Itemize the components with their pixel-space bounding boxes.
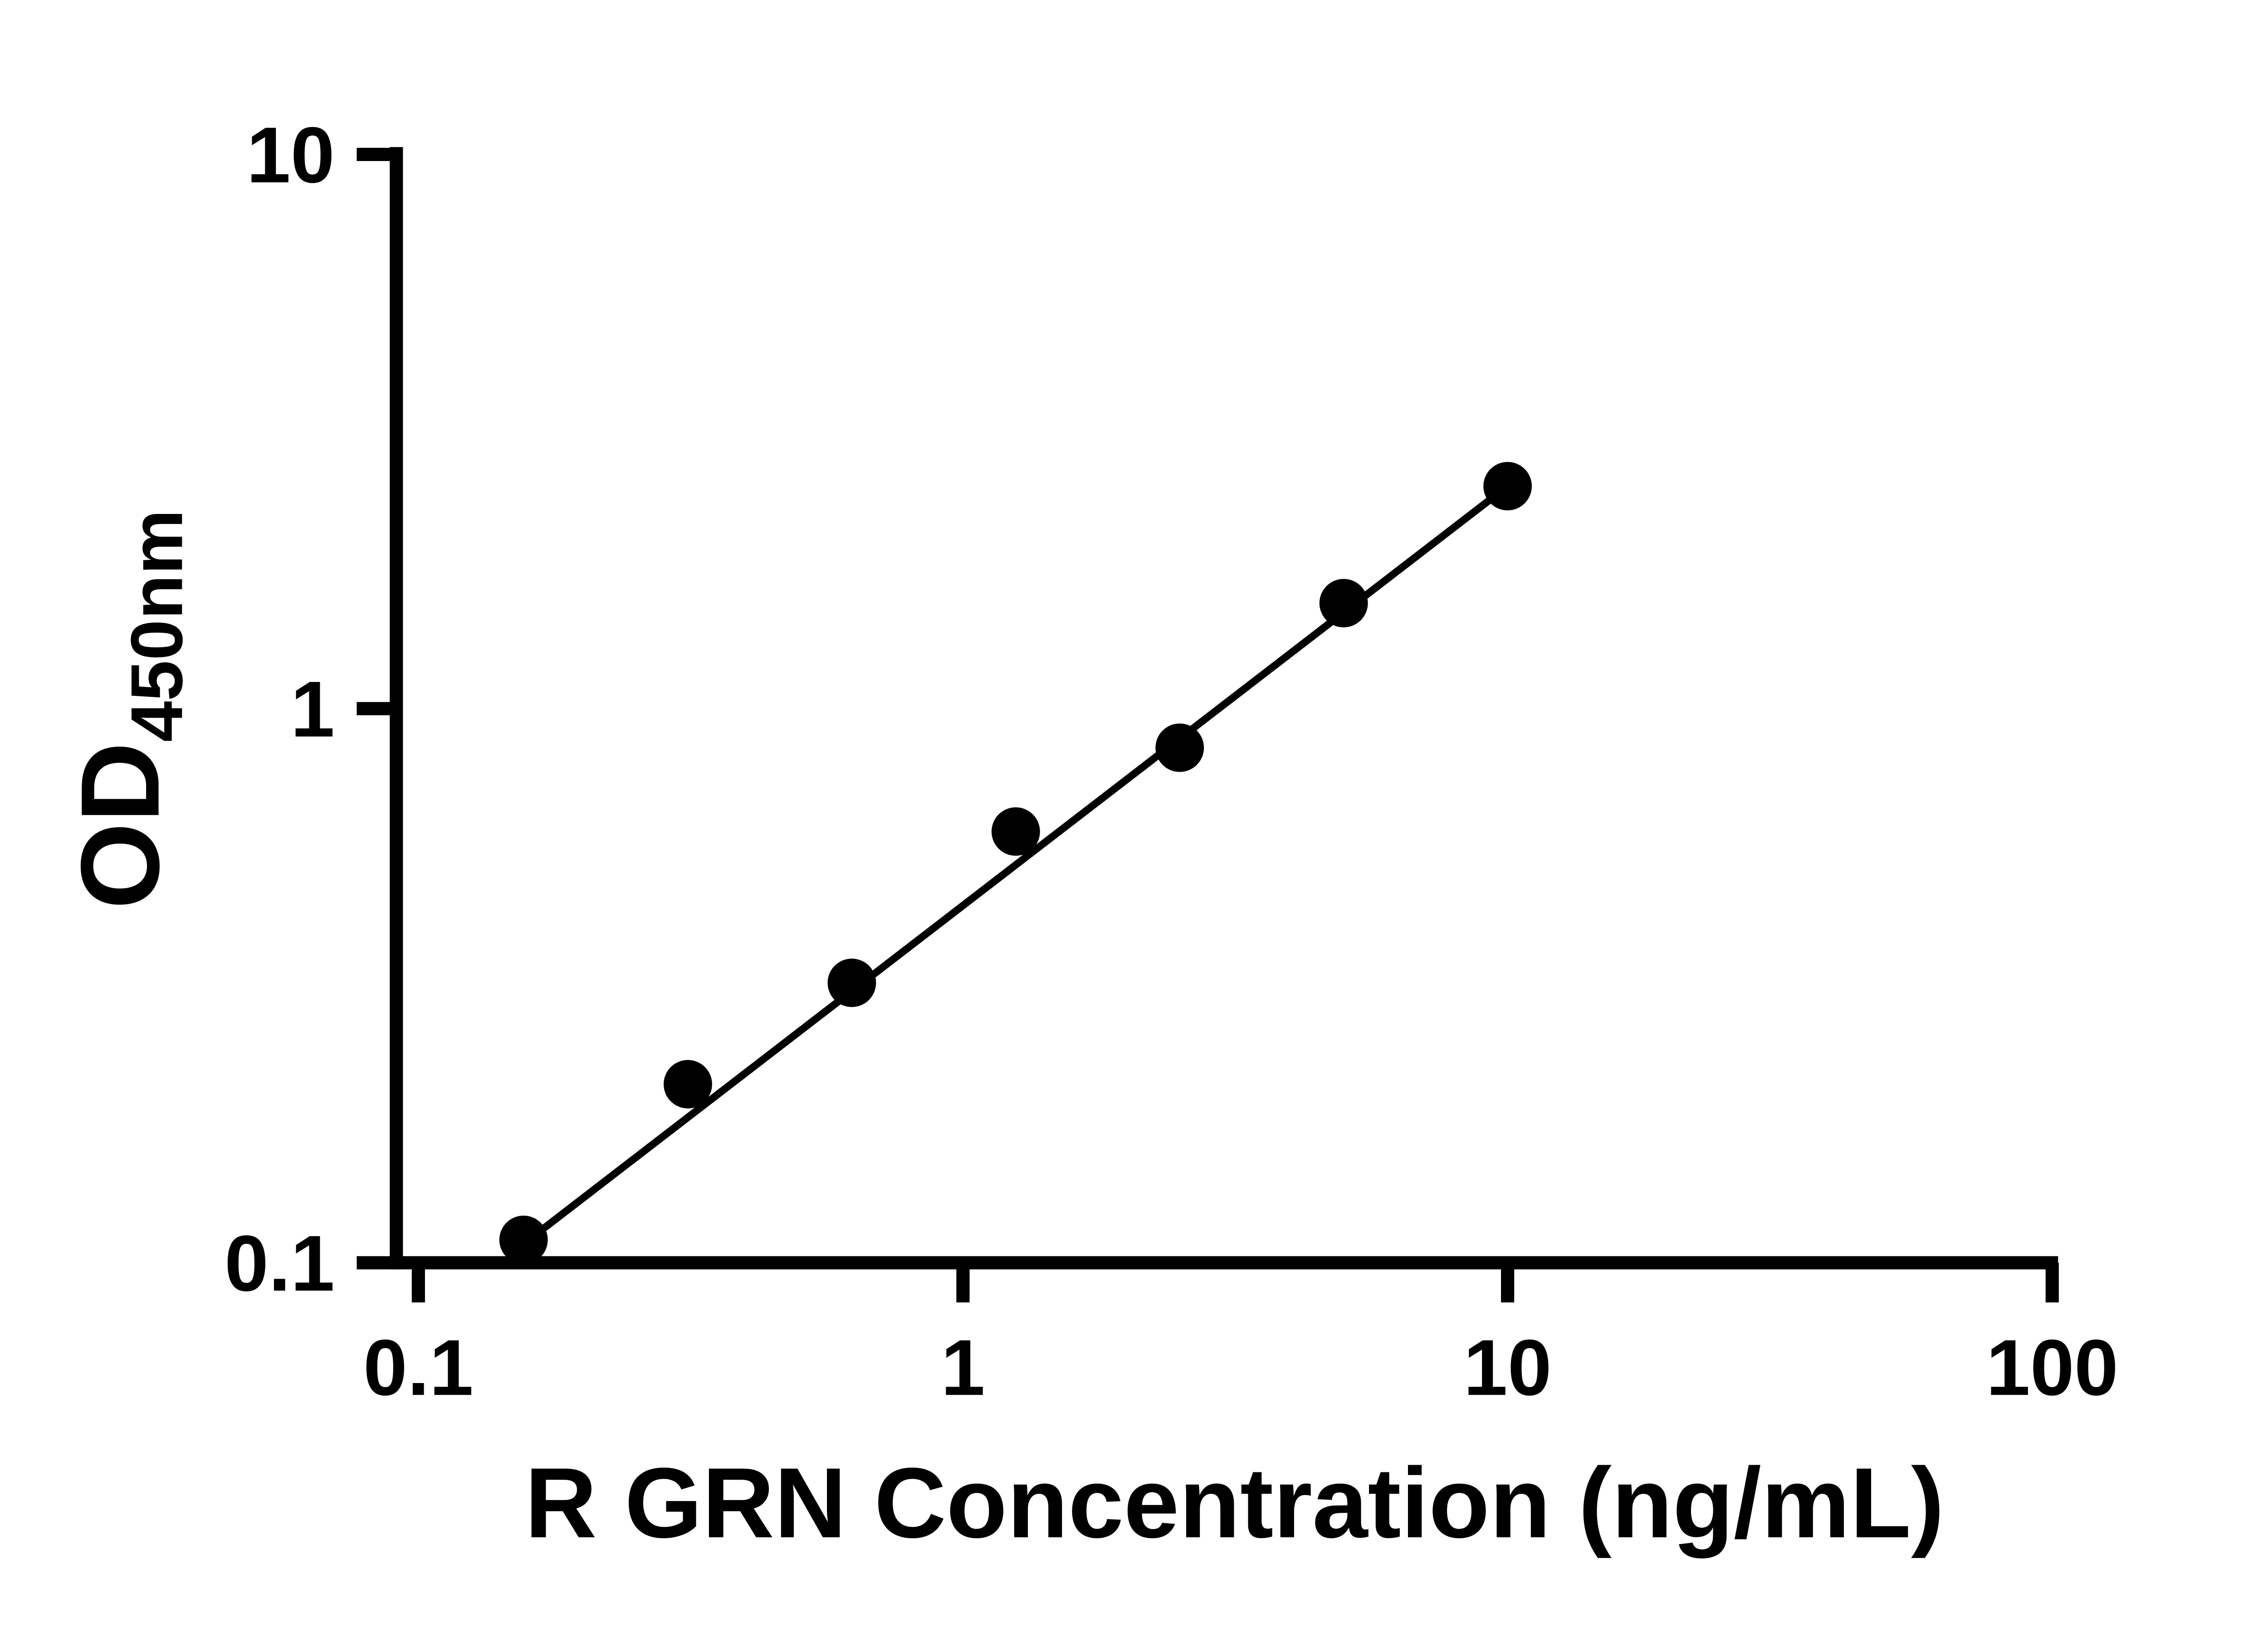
data-point [664,1060,712,1109]
x-tick-label: 100 [1986,1324,2118,1412]
data-point [499,1215,548,1264]
y-tick-label: 0.1 [225,1219,335,1308]
x-tick-label: 10 [1463,1324,1551,1412]
data-point [1155,723,1204,772]
data-point [991,807,1040,856]
y-axis-title: OD450nm [58,509,198,909]
data-point [1483,462,1532,511]
data-point [1319,579,1368,628]
data-point [827,958,876,1007]
x-tick-label: 1 [941,1324,985,1412]
x-tick-label: 0.1 [363,1324,474,1412]
y-tick-label: 1 [291,665,335,754]
x-axis-title: R GRN Concentration (ng/mL) [525,1447,1944,1559]
y-tick-label: 10 [246,111,334,200]
